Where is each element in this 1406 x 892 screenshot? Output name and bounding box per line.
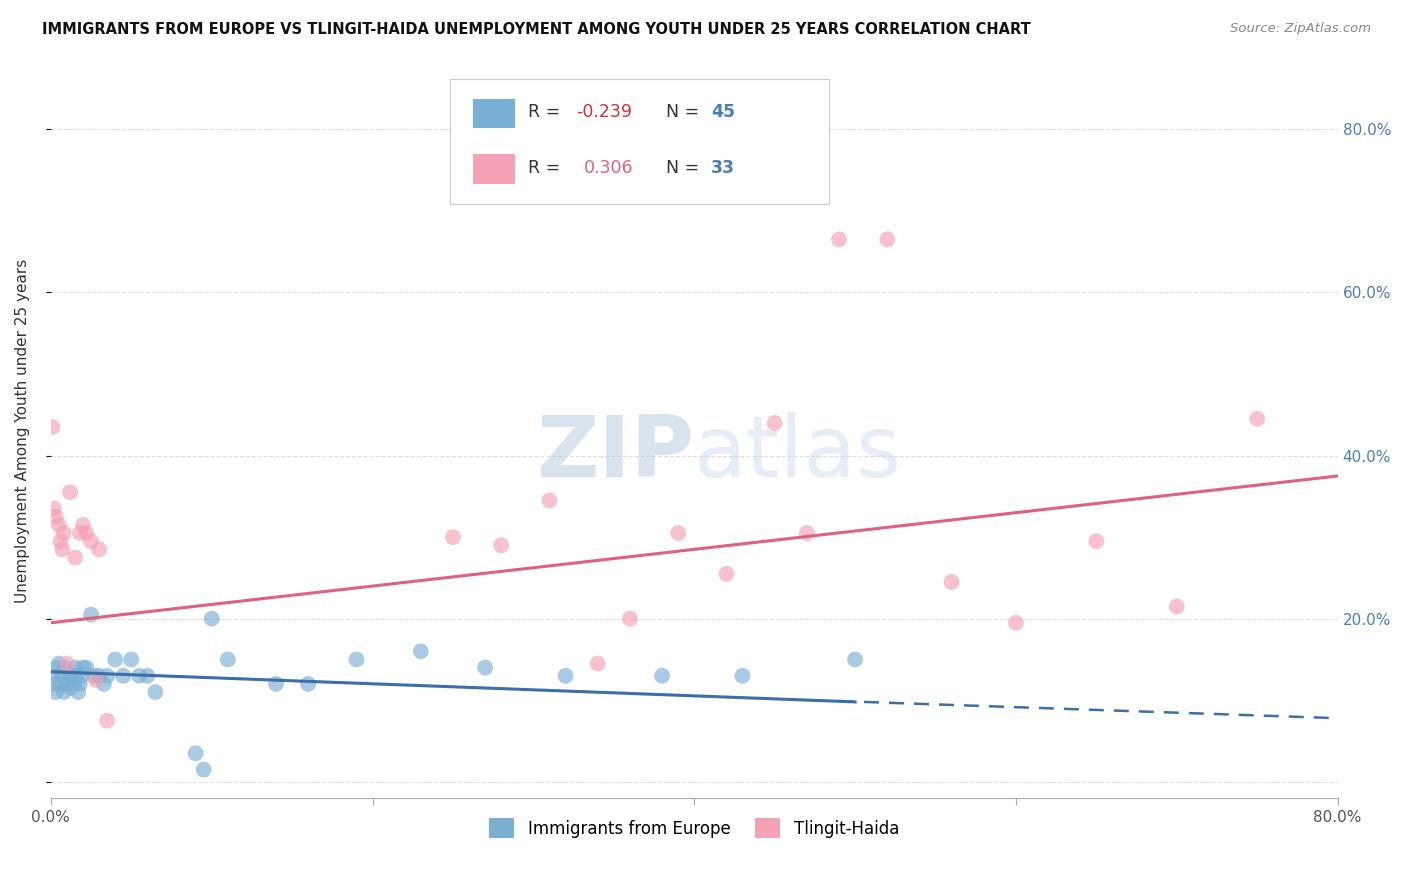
Point [1085, 534, 1108, 549]
Point [201, 612, 224, 626]
Point [193, 763, 215, 777]
Point [41, 420, 63, 434]
Point [49, 534, 72, 549]
Point [828, 232, 851, 246]
Point [346, 652, 368, 666]
Point [69, 526, 91, 541]
Point [59, 485, 82, 500]
Text: -0.239: -0.239 [576, 103, 631, 120]
Text: ZIP: ZIP [537, 411, 695, 495]
Point [96, 714, 118, 728]
Text: IMMIGRANTS FROM EUROPE VS TLINGIT-HAIDA UNEMPLOYMENT AMONG YOUTH UNDER 25 YEARS : IMMIGRANTS FROM EUROPE VS TLINGIT-HAIDA … [42, 22, 1031, 37]
Point [489, 538, 512, 552]
Point [80, 607, 103, 622]
Point [1246, 412, 1268, 426]
Point [49, 677, 72, 691]
Point [844, 652, 866, 666]
FancyBboxPatch shape [472, 98, 516, 128]
Point [93, 677, 115, 691]
Point [59, 681, 82, 695]
Point [48, 657, 70, 671]
Point [538, 493, 561, 508]
Point [128, 669, 150, 683]
FancyBboxPatch shape [450, 78, 830, 203]
Point [87, 542, 110, 557]
Point [666, 526, 689, 541]
Text: 45: 45 [711, 103, 735, 120]
Point [83, 669, 105, 683]
Point [716, 566, 738, 581]
Point [651, 669, 673, 683]
Point [763, 416, 786, 430]
Point [297, 677, 319, 691]
Point [45, 509, 67, 524]
Point [52, 685, 75, 699]
Point [65, 669, 87, 683]
Text: R =: R = [529, 103, 567, 120]
Point [184, 746, 207, 760]
Point [75, 660, 97, 674]
Point [112, 669, 135, 683]
Text: N =: N = [666, 103, 704, 120]
Point [45, 685, 67, 699]
Point [120, 652, 142, 666]
Text: R =: R = [529, 159, 571, 177]
Point [80, 534, 103, 549]
Point [48, 517, 70, 532]
Point [1166, 599, 1188, 614]
Y-axis label: Unemployment Among Youth under 25 years: Unemployment Among Youth under 25 years [15, 259, 30, 603]
Point [87, 669, 110, 683]
Point [62, 677, 84, 691]
Point [104, 652, 127, 666]
Point [46, 660, 69, 674]
Point [96, 669, 118, 683]
Point [72, 517, 94, 532]
Point [1005, 615, 1028, 630]
Point [796, 526, 818, 541]
Text: atlas: atlas [695, 411, 903, 495]
Point [75, 526, 97, 541]
Point [474, 660, 496, 674]
Point [72, 660, 94, 674]
Text: N =: N = [666, 159, 704, 177]
Text: 33: 33 [711, 159, 735, 177]
Legend: Immigrants from Europe, Tlingit-Haida: Immigrants from Europe, Tlingit-Haida [482, 811, 905, 845]
Point [69, 677, 91, 691]
Point [84, 673, 107, 687]
Point [70, 669, 93, 683]
Point [41, 669, 63, 683]
FancyBboxPatch shape [472, 154, 516, 184]
Point [136, 669, 159, 683]
Point [60, 669, 83, 683]
Point [217, 652, 239, 666]
Point [58, 669, 80, 683]
Point [42, 501, 65, 516]
Point [264, 677, 287, 691]
Point [145, 685, 167, 699]
Point [876, 232, 898, 246]
Point [409, 644, 432, 658]
Text: Source: ZipAtlas.com: Source: ZipAtlas.com [1230, 22, 1371, 36]
Point [51, 542, 73, 557]
Point [56, 657, 79, 671]
Point [441, 530, 464, 544]
Point [941, 574, 963, 589]
Point [53, 660, 76, 674]
Point [51, 669, 73, 683]
Point [42, 677, 65, 691]
Text: 0.306: 0.306 [583, 159, 633, 177]
Point [63, 660, 86, 674]
Point [52, 526, 75, 541]
Point [554, 669, 576, 683]
Point [67, 685, 90, 699]
Point [731, 669, 754, 683]
Point [586, 657, 609, 671]
Point [56, 677, 79, 691]
Point [63, 550, 86, 565]
Point [619, 612, 641, 626]
